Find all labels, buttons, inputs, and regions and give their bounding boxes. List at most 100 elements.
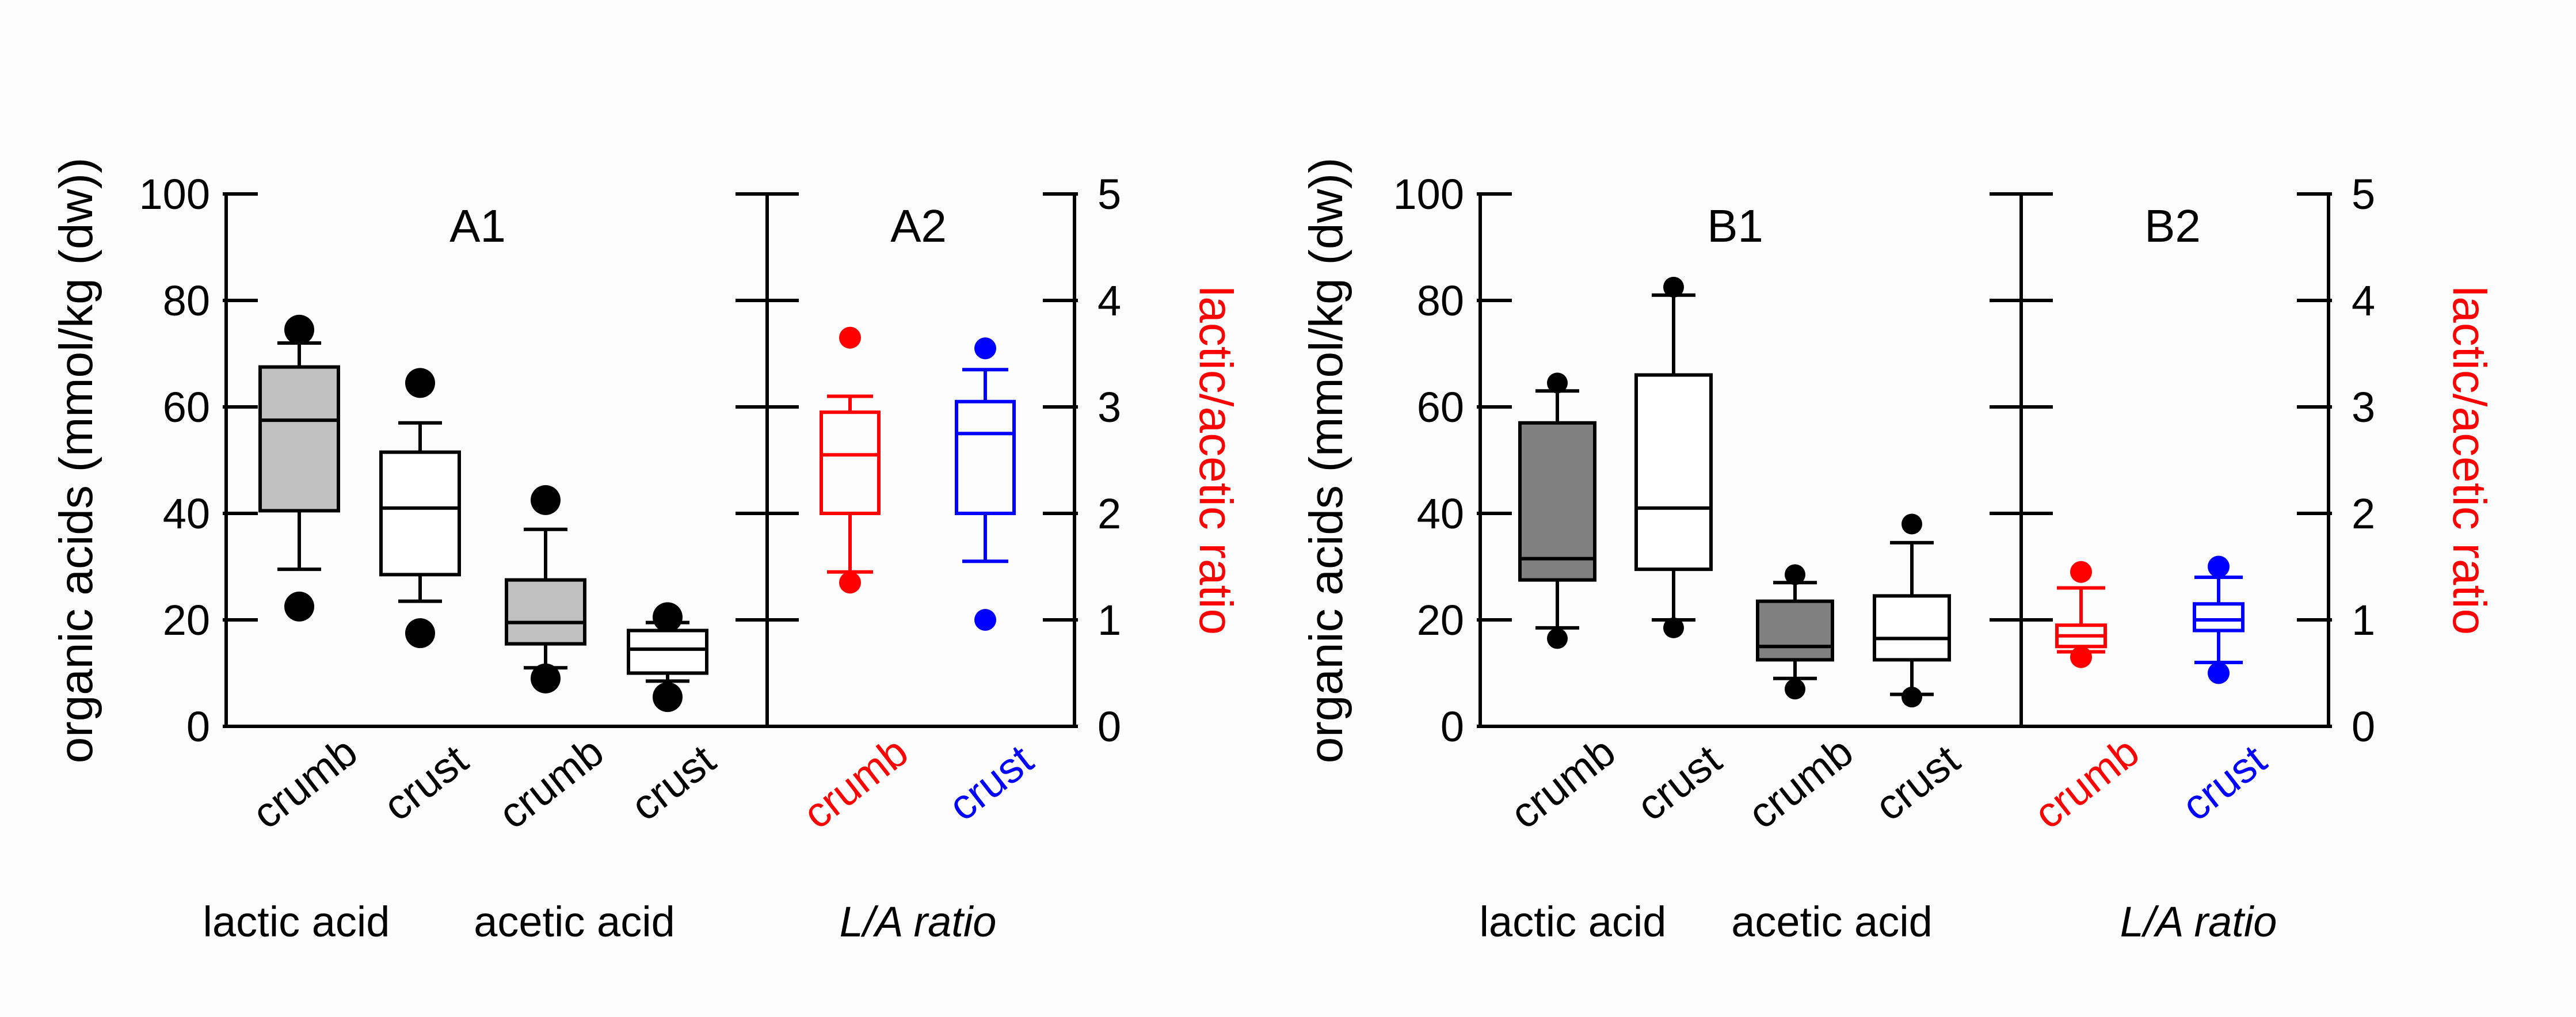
category-label-crust: crust xyxy=(2173,736,2276,830)
outlier-point xyxy=(1663,276,1684,298)
box-iqr xyxy=(1756,599,1834,662)
group-label: acetic acid xyxy=(1731,898,1933,946)
outlier-point xyxy=(2070,561,2092,583)
box-iqr xyxy=(258,365,340,513)
secondary-y-axis-title: lactic/acetic ratio xyxy=(1190,286,1242,635)
box-iqr xyxy=(955,399,1016,515)
outlier-point xyxy=(531,663,561,694)
outlier-point xyxy=(974,337,996,360)
outlier-point xyxy=(1785,564,1805,585)
category-label-crumb: crumb xyxy=(1739,727,1862,838)
group-label: L/A ratio xyxy=(840,898,997,946)
category-label-crust: crust xyxy=(1866,736,1969,830)
left-y-tick-label: 40 xyxy=(1417,490,1464,538)
group-label: lactic acid xyxy=(203,898,390,946)
y-axis-title: organic acids (mmol/kg (dw)) xyxy=(50,158,102,764)
box-plot-crust: crust xyxy=(1628,276,1731,830)
box-plot-ratio-crumb: crumb xyxy=(794,326,917,838)
right-y-tick-label: 5 xyxy=(1098,170,1121,218)
group-label: acetic acid xyxy=(474,898,675,946)
panel-title: B1 xyxy=(1707,200,1763,252)
outlier-point xyxy=(839,326,861,349)
left-y-tick-label: 40 xyxy=(163,490,210,538)
box-plot-ratio-crust: crust xyxy=(940,337,1042,830)
category-label-crumb: crumb xyxy=(2025,727,2148,838)
outlier-point xyxy=(1901,687,1922,708)
outlier-point xyxy=(284,314,314,345)
right-y-tick-label: 0 xyxy=(1098,703,1121,751)
outlier-point xyxy=(1785,679,1805,700)
category-label-crumb: crumb xyxy=(1502,727,1624,838)
box-iqr xyxy=(627,629,708,675)
outlier-point xyxy=(2208,555,2230,578)
box-plot-ratio-crumb: crumb xyxy=(2025,561,2148,838)
box-iqr xyxy=(820,410,881,515)
right-y-tick-label: 3 xyxy=(2352,383,2375,431)
secondary-y-axis-title: lactic/acetic ratio xyxy=(2443,286,2495,635)
box-plot-crumb: crumb xyxy=(1502,372,1624,838)
left-y-tick-label: 60 xyxy=(163,383,210,431)
right-y-tick-label: 2 xyxy=(2352,490,2375,538)
left-y-tick-label: 20 xyxy=(163,596,210,644)
box-iqr xyxy=(2193,602,2245,633)
box-plot-crust: crust xyxy=(622,602,725,830)
outlier-point xyxy=(405,618,435,649)
outlier-point xyxy=(653,682,683,713)
box-plot-ratio-crust: crust xyxy=(2173,555,2276,830)
category-label-crust: crust xyxy=(940,736,1042,830)
box-iqr xyxy=(505,578,586,646)
outlier-point xyxy=(1547,372,1568,394)
figure-a: 0 20 40 60 80 100 0 1 2 3 4 5 organic acids (mmol/kg… xyxy=(50,158,1242,946)
box-plot-crumb: crumb xyxy=(243,314,366,838)
box-plot-crust: crust xyxy=(1866,513,1969,830)
outlier-point xyxy=(2208,662,2230,684)
category-label-crust: crust xyxy=(1628,736,1731,830)
left-y-tick-label: 0 xyxy=(1441,703,1464,751)
right-y-tick-label: 4 xyxy=(1098,277,1121,325)
outlier-point xyxy=(1547,628,1568,649)
left-y-tick-label: 100 xyxy=(1393,170,1464,218)
group-label: L/A ratio xyxy=(2120,898,2277,946)
outlier-point xyxy=(2070,646,2092,668)
outlier-point xyxy=(1901,513,1922,535)
right-y-tick-label: 3 xyxy=(1098,383,1121,431)
right-y-tick-label: 0 xyxy=(2352,703,2375,751)
box-iqr xyxy=(1634,373,1713,572)
panel-title: A2 xyxy=(890,200,947,252)
right-y-tick-label: 4 xyxy=(2352,277,2375,325)
category-label-crust: crust xyxy=(375,736,477,830)
panel-title: B2 xyxy=(2144,200,2201,252)
right-y-tick-label: 1 xyxy=(1098,596,1121,644)
group-label: lactic acid xyxy=(1480,898,1667,946)
outlier-point xyxy=(284,591,314,622)
outlier-point xyxy=(653,602,683,633)
box-iqr xyxy=(1873,594,1951,662)
right-y-tick-label: 5 xyxy=(2352,170,2375,218)
figure-b: 0 20 40 60 80 100 0 1 2 3 4 5 organic acids (mmol/kg… xyxy=(1300,158,2495,946)
box-plot-crust: crust xyxy=(375,368,477,830)
category-label-crumb: crumb xyxy=(243,727,366,838)
left-y-tick-label: 80 xyxy=(163,277,210,325)
panel-title: A1 xyxy=(449,200,506,252)
box-iqr xyxy=(1518,421,1596,582)
outlier-point xyxy=(405,368,435,398)
y-axis-title: organic acids (mmol/kg (dw)) xyxy=(1300,158,1352,764)
category-label-crumb: crumb xyxy=(794,727,917,838)
left-y-tick-label: 60 xyxy=(1417,383,1464,431)
box-iqr xyxy=(379,450,461,577)
left-y-tick-label: 0 xyxy=(186,703,210,751)
outlier-point xyxy=(1663,617,1684,638)
outlier-point xyxy=(839,572,861,594)
right-y-tick-label: 1 xyxy=(2352,596,2375,644)
category-label-crust: crust xyxy=(622,736,725,830)
box-plot-crumb: crumb xyxy=(490,485,612,838)
outlier-point xyxy=(531,485,561,515)
left-y-tick-label: 80 xyxy=(1417,277,1464,325)
left-y-tick-label: 20 xyxy=(1417,596,1464,644)
category-label-crumb: crumb xyxy=(490,727,612,838)
left-y-tick-label: 100 xyxy=(139,170,210,218)
right-y-tick-label: 2 xyxy=(1098,490,1121,538)
box-plot-crumb: crumb xyxy=(1739,564,1862,838)
outlier-point xyxy=(974,609,996,631)
